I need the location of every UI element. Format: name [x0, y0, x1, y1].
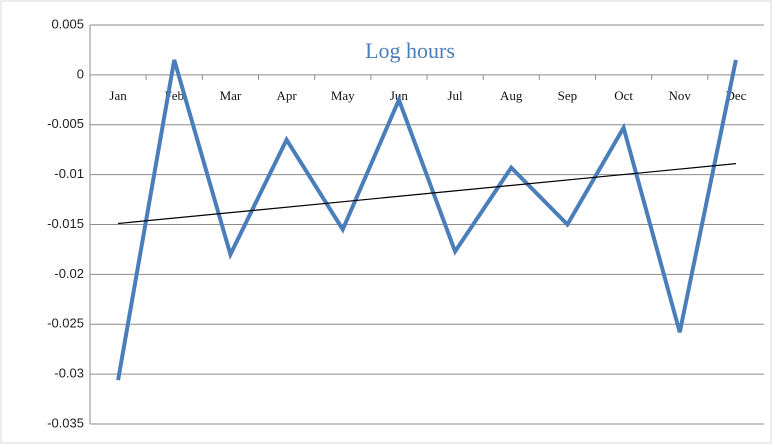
chart-title: Log hours	[365, 38, 455, 63]
x-tick-label: Jan	[109, 88, 127, 103]
x-tick-label: Mar	[220, 88, 242, 103]
x-tick-label: Oct	[614, 88, 633, 103]
y-tick-label: -0.025	[47, 316, 84, 331]
y-tick-label: 0	[77, 66, 84, 81]
x-tick-label: Jul	[447, 88, 463, 103]
y-tick-label: -0.03	[54, 366, 84, 381]
y-tick-label: -0.035	[47, 415, 84, 430]
y-tick-label: -0.005	[47, 116, 84, 131]
y-tick-label: -0.015	[47, 216, 84, 231]
trend-line	[118, 163, 736, 225]
y-tick-label: -0.02	[54, 266, 84, 281]
data-line	[116, 59, 738, 381]
y-tick-label: 0.005	[51, 16, 84, 31]
x-tick-label: Aug	[500, 88, 523, 103]
x-tick-label: May	[331, 88, 355, 103]
x-tick-label: Apr	[276, 88, 297, 103]
x-tick-label: Nov	[669, 88, 692, 103]
x-tick-label: Sep	[558, 88, 578, 103]
y-tick-label: -0.01	[54, 166, 84, 181]
